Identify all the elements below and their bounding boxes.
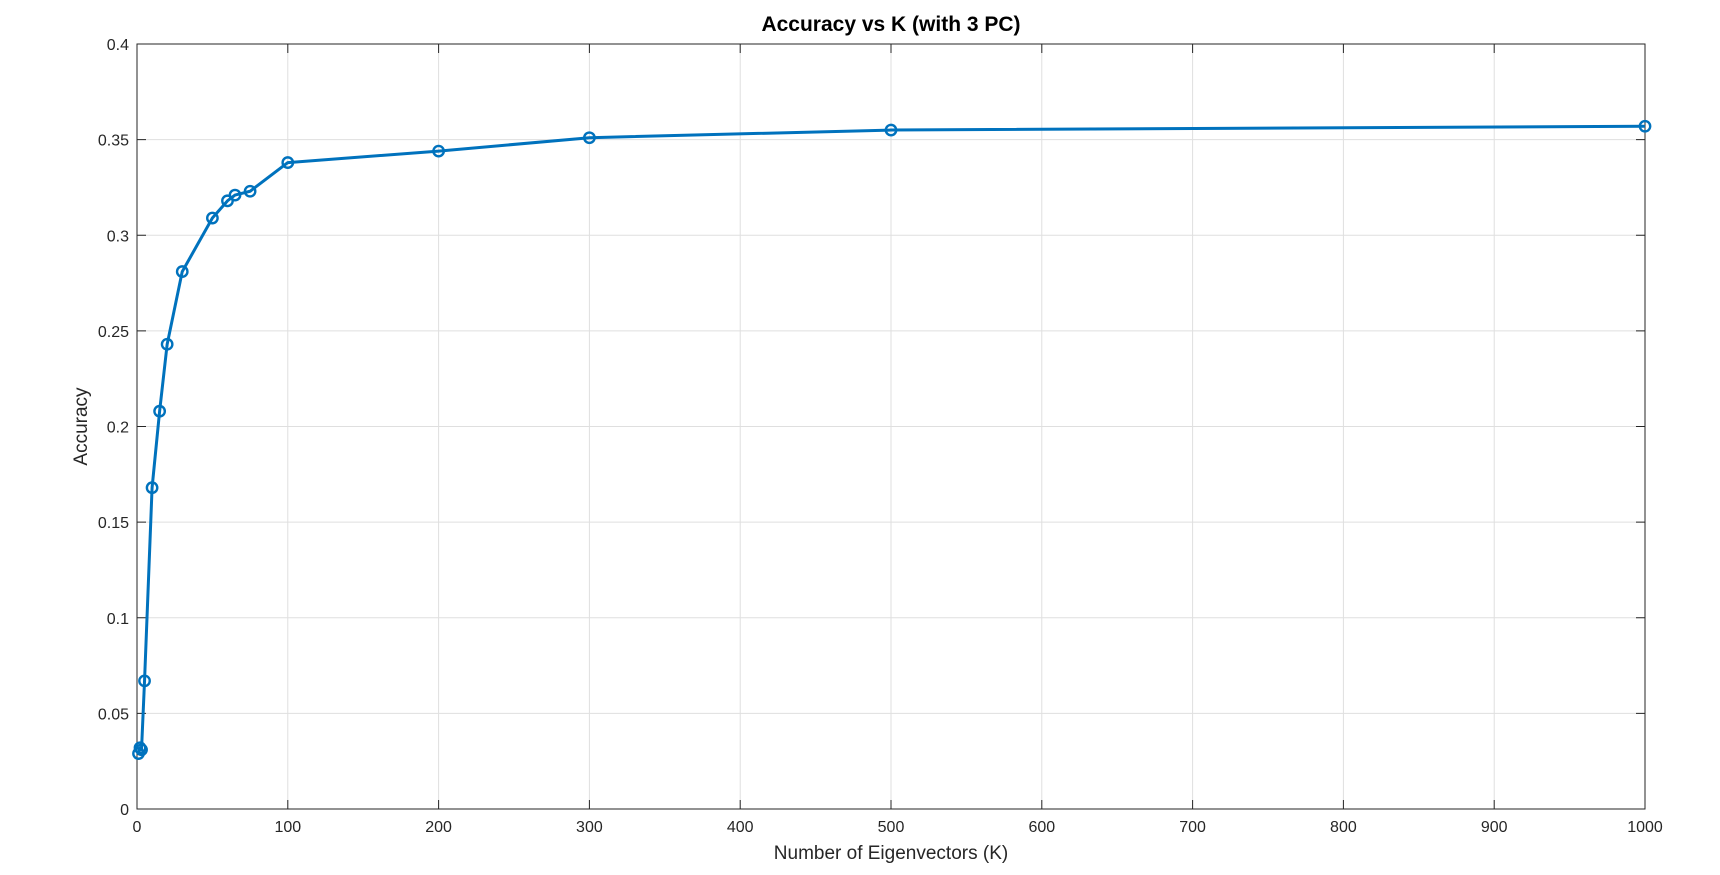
data-point — [175, 265, 189, 278]
x-tick-label: 0 — [133, 819, 142, 836]
x-tick-label: 800 — [1330, 819, 1357, 836]
data-point — [145, 481, 159, 495]
x-tick-label: 1000 — [1627, 819, 1663, 836]
y-tick-label: 0.25 — [98, 324, 129, 341]
y-tick-label: 0.4 — [107, 37, 129, 54]
data-point — [243, 184, 257, 198]
data-point — [583, 131, 596, 145]
data-point — [138, 674, 151, 688]
axes-box — [136, 43, 1646, 810]
x-tick-label: 400 — [727, 819, 754, 836]
data-point — [432, 144, 445, 158]
data-point — [153, 404, 167, 418]
y-tick-labels: 0 0.05 0.1 0.15 0.2 0.25 0.3 0.35 0.4 — [98, 37, 129, 819]
y-tick-label: 0.15 — [98, 515, 129, 532]
x-tick-label: 300 — [576, 819, 603, 836]
x-tick-label: 500 — [878, 819, 905, 836]
data-point — [884, 123, 898, 137]
x-tick-labels: 0 100 200 300 400 500 600 700 800 900 1000 — [133, 819, 1663, 836]
y-tick-label: 0.05 — [98, 706, 129, 723]
y-tick-label: 0.1 — [107, 611, 129, 628]
x-tick-label: 600 — [1028, 819, 1055, 836]
chart-title: Accuracy vs K (with 3 PC) — [761, 13, 1020, 36]
y-axis-label: Accuracy — [71, 387, 92, 466]
data-point — [228, 188, 242, 202]
series-line — [137, 124, 1646, 754]
y-tick-label: 0.35 — [98, 133, 129, 150]
x-tick-label: 700 — [1179, 819, 1206, 836]
data-point — [135, 743, 148, 757]
data-point — [205, 211, 219, 225]
x-tick-label: 200 — [425, 819, 452, 836]
data-point — [1638, 119, 1652, 133]
y-tick-label: 0 — [120, 802, 129, 819]
data-point — [160, 337, 174, 351]
x-tick-label: 900 — [1481, 819, 1508, 836]
x-axis-label: Number of Eigenvectors (K) — [774, 843, 1008, 864]
series-accuracy — [132, 119, 1652, 760]
y-tick-label: 0.2 — [107, 420, 129, 437]
y-tick-label: 0.3 — [107, 228, 129, 245]
data-point — [281, 156, 295, 169]
x-tick-label: 100 — [274, 819, 301, 836]
